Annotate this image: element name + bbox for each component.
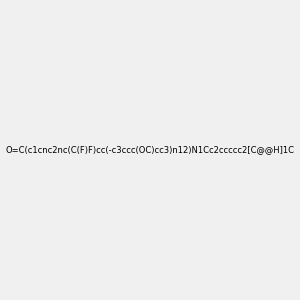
Text: O=C(c1cnc2nc(C(F)F)cc(-c3ccc(OC)cc3)n12)N1Cc2ccccc2[C@@H]1C: O=C(c1cnc2nc(C(F)F)cc(-c3ccc(OC)cc3)n12)… (5, 146, 295, 154)
